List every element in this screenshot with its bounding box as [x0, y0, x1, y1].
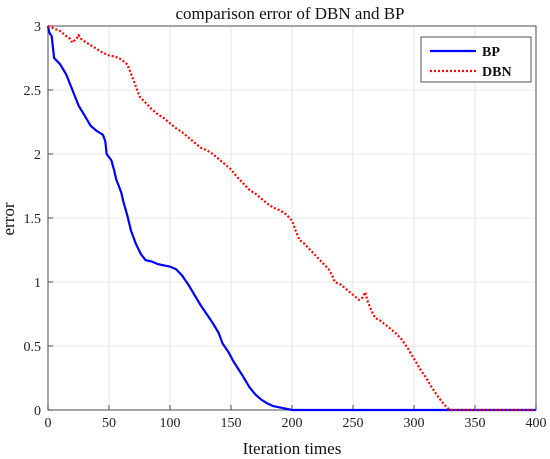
y-tick-label: 1: [34, 276, 41, 291]
chart-title: comparison error of DBN and BP: [176, 4, 405, 23]
y-tick-label: 0.5: [24, 340, 42, 355]
legend: BP DBN: [420, 36, 532, 83]
legend-label-bp: BP: [482, 45, 500, 60]
x-tick-label: 250: [343, 416, 364, 431]
x-tick-label: 200: [282, 416, 303, 431]
y-tick-label: 3: [34, 20, 41, 35]
legend-box: [420, 36, 532, 83]
x-tick-label: 350: [465, 416, 486, 431]
x-tick-label: 0: [45, 416, 52, 431]
series-line-dbn: [47, 24, 536, 412]
y-tick-label: 2: [34, 148, 41, 163]
y-tick-label: 1.5: [24, 212, 42, 227]
x-tick-label: 100: [160, 416, 181, 431]
x-tick-label: 150: [221, 416, 242, 431]
y-axis-label: error: [0, 202, 18, 235]
x-axis-label: Iteration times: [243, 439, 342, 458]
y-tick-label: 0: [34, 404, 41, 419]
series-line-bp: [46, 25, 536, 412]
axis-ticks: 0 50 100 150 200 250 300 350 400 0 0.5 1 1.5 2 2.5 3: [24, 20, 547, 431]
legend-label-dbn: DBN: [482, 65, 512, 80]
series-lines: [46, 24, 536, 412]
x-tick-label: 300: [404, 416, 425, 431]
y-tick-label: 2.5: [24, 84, 42, 99]
x-tick-label: 400: [526, 416, 547, 431]
x-tick-label: 50: [102, 416, 116, 431]
